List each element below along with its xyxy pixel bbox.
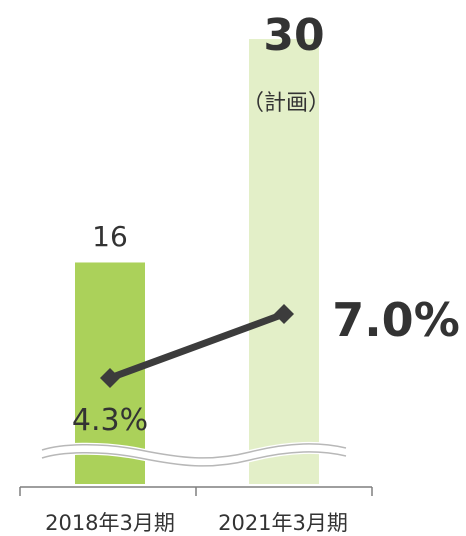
ratio-point-2 <box>274 304 294 325</box>
ratio-point-1 <box>100 368 120 388</box>
ratio-line <box>106 310 288 382</box>
bar-value-label-1: 16 <box>92 220 128 253</box>
x-axis <box>19 486 373 496</box>
axis-break <box>40 441 348 468</box>
bar-annotation-2: （計画） <box>242 91 330 116</box>
x-tick-label-2: 2021年3月期 <box>218 511 348 535</box>
bar-value-label-2: 30 <box>263 10 324 61</box>
bar-2 <box>249 39 319 484</box>
ratio-label-2: 7.0% <box>332 293 460 347</box>
labels-layer: 16 30 （計画） 2018年3月期 2021年3月期 <box>45 10 348 535</box>
ratio-line-layer: 4.3% 7.0% <box>72 293 460 438</box>
x-tick-label-1: 2018年3月期 <box>45 511 175 535</box>
bars-layer <box>75 39 319 484</box>
ratio-label-1: 4.3% <box>72 403 148 438</box>
